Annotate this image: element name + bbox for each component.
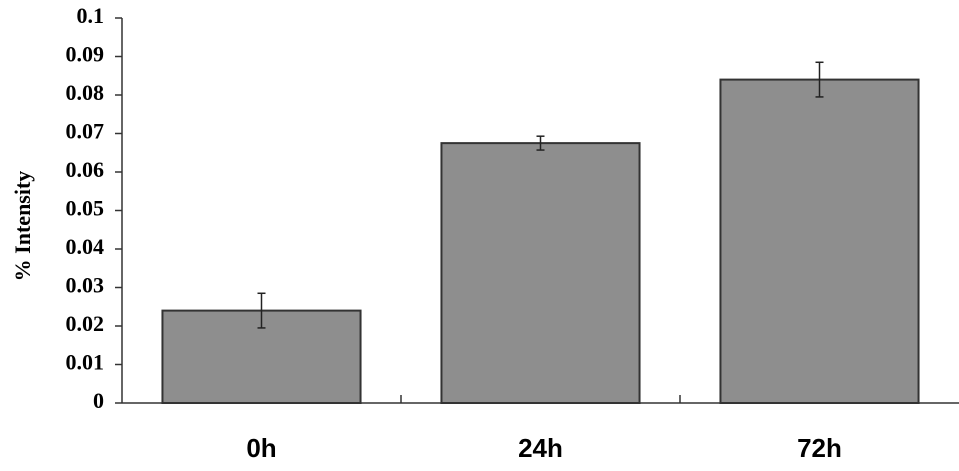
bar xyxy=(719,78,920,404)
y-tick-label: 0.08 xyxy=(66,80,105,105)
y-axis-label: % Intensity xyxy=(10,171,35,282)
y-tick-label: 0.07 xyxy=(66,119,105,144)
error-bar xyxy=(536,135,545,151)
y-tick-label: 0.1 xyxy=(77,3,105,28)
y-tick-label: 0.09 xyxy=(66,42,105,67)
y-tick-label: 0.02 xyxy=(66,311,105,336)
x-tick-label: 24h xyxy=(518,433,563,463)
error-bar xyxy=(257,292,266,329)
x-tick-label: 72h xyxy=(797,433,842,463)
y-tick-label: 0.06 xyxy=(66,157,105,182)
y-tick-label: 0.04 xyxy=(66,234,105,259)
x-tick-label: 0h xyxy=(246,433,276,463)
y-tick-label: 0.03 xyxy=(66,273,105,298)
y-tick-label: 0 xyxy=(93,388,104,413)
bar xyxy=(440,142,641,404)
y-tick-label: 0.01 xyxy=(66,350,105,375)
error-bar xyxy=(815,61,824,98)
y-tick-label: 0.05 xyxy=(66,196,105,221)
